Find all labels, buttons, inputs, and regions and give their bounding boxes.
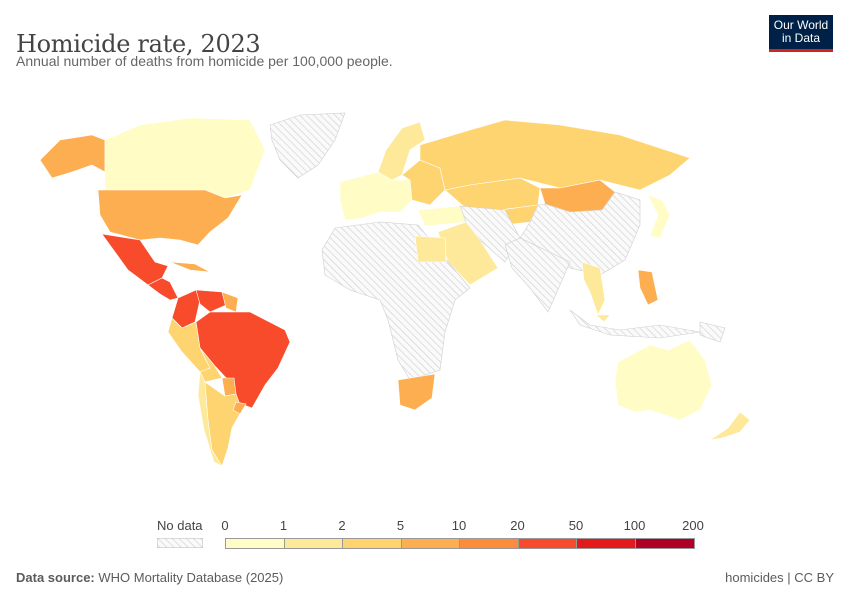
region-paraguay[interactable] [221, 377, 237, 397]
region-guyana[interactable] [221, 291, 239, 313]
region-south-africa[interactable] [397, 373, 436, 411]
data-source: Data source: WHO Mortality Database (202… [16, 570, 283, 585]
chart-subtitle: Annual number of deaths from homicide pe… [16, 53, 393, 69]
legend-tick-label: 0 [221, 518, 229, 533]
legend-bin[interactable] [343, 539, 402, 548]
region-alaska[interactable] [39, 134, 106, 179]
legend-tick-label: 5 [396, 518, 405, 533]
region-mexico[interactable] [101, 233, 169, 286]
no-data-label: No data [157, 518, 203, 533]
region-philippines[interactable] [637, 269, 659, 306]
owid-logo[interactable]: Our World in Data [769, 15, 833, 52]
region-russia[interactable] [419, 119, 691, 191]
license-text[interactable]: homicides | CC BY [725, 570, 834, 585]
region-scandinavia[interactable] [377, 121, 426, 181]
legend-bin[interactable] [460, 539, 519, 548]
legend-tick-label: 2 [338, 518, 346, 533]
legend-bin[interactable] [226, 539, 285, 548]
legend-tick-label: 10 [451, 518, 467, 533]
region-caribbean[interactable] [169, 261, 211, 273]
region-western-europe[interactable] [339, 171, 413, 221]
region-greenland[interactable] [269, 112, 346, 179]
region-argentina[interactable] [204, 381, 243, 467]
legend-tick-label: 20 [510, 518, 525, 533]
world-map[interactable] [0, 90, 850, 510]
region-india[interactable] [504, 237, 571, 313]
legend-bin[interactable] [518, 539, 577, 548]
legend-tick-label: 1 [279, 518, 288, 533]
legend-bin[interactable] [284, 539, 343, 548]
legend-tick-label: 200 [682, 518, 704, 533]
region-usa[interactable] [97, 189, 243, 246]
legend-bin[interactable] [635, 539, 694, 548]
color-legend: No data 0 1 2 5 10 20 50 100 200 [0, 515, 850, 555]
legend-bin[interactable] [401, 539, 460, 548]
region-malaysia[interactable] [595, 314, 611, 323]
region-png[interactable] [699, 321, 726, 343]
region-venezuela[interactable] [195, 289, 227, 313]
region-australia[interactable] [614, 339, 713, 421]
chart-title: Homicide rate, 2023 [16, 30, 261, 59]
legend-tick-label: 50 [568, 518, 584, 533]
region-turkey[interactable] [417, 205, 467, 227]
region-japan[interactable] [647, 194, 671, 239]
source-value[interactable]: WHO Mortality Database (2025) [98, 570, 284, 585]
region-new-zealand[interactable] [709, 411, 751, 441]
region-indonesia[interactable] [569, 309, 701, 339]
logo-line-2: in Data [781, 31, 821, 45]
region-egypt[interactable] [414, 235, 447, 263]
legend-color-bins [225, 538, 695, 549]
legend-bin[interactable] [577, 539, 636, 548]
no-data-swatch [157, 538, 203, 548]
logo-line-1: Our World [773, 18, 829, 32]
source-label: Data source: [16, 570, 95, 585]
region-canada[interactable] [104, 117, 266, 199]
region-brazil[interactable] [195, 311, 291, 409]
legend-tick-label: 100 [623, 518, 646, 533]
region-uruguay[interactable] [232, 401, 247, 415]
